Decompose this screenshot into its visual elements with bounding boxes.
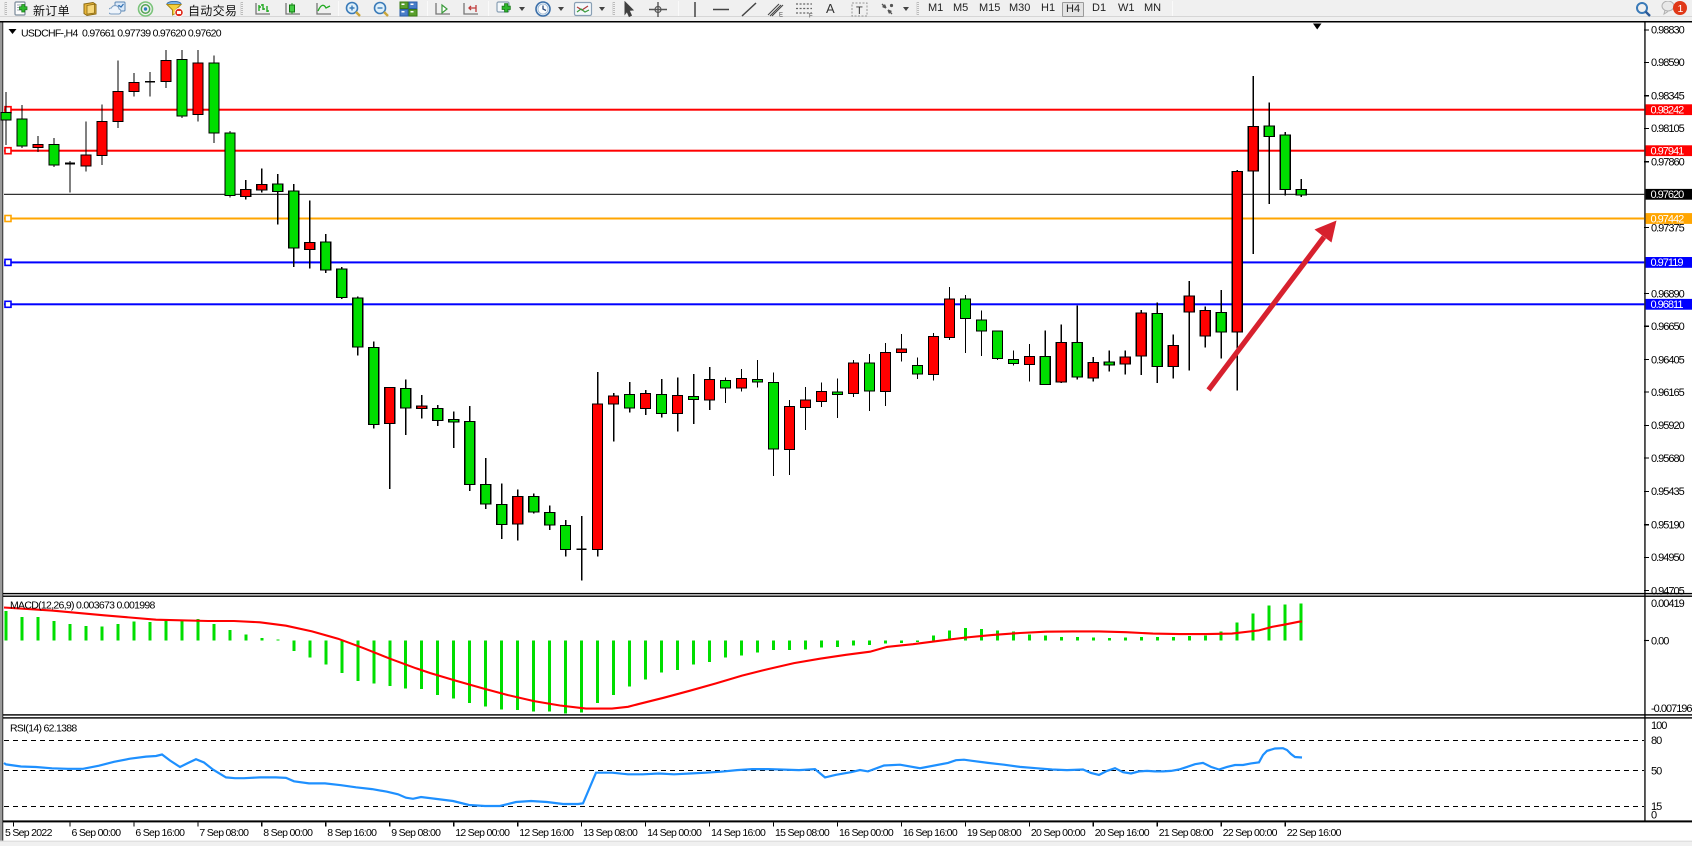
- svg-text:8 Sep 16:00: 8 Sep 16:00: [327, 827, 377, 839]
- svg-text:22 Sep 00:00: 22 Sep 00:00: [1223, 827, 1278, 839]
- svg-text:F: F: [809, 13, 813, 18]
- svg-text:80: 80: [1651, 735, 1662, 747]
- svg-text:0.98830: 0.98830: [1651, 25, 1685, 37]
- svg-text:0.96811: 0.96811: [1651, 299, 1684, 311]
- svg-text:0.98242: 0.98242: [1651, 105, 1685, 117]
- svg-text:0.96650: 0.96650: [1651, 321, 1685, 333]
- svg-text:E: E: [779, 12, 783, 18]
- svg-text:0.98590: 0.98590: [1651, 57, 1685, 69]
- svg-text:RSI(14) 62.1388: RSI(14) 62.1388: [10, 723, 77, 735]
- svg-text:0.96405: 0.96405: [1651, 354, 1685, 366]
- svg-text:0.98345: 0.98345: [1651, 91, 1685, 103]
- svg-text:5 Sep 2022: 5 Sep 2022: [5, 827, 53, 839]
- svg-text:MACD(12,26,9) 0.003673 0.00199: MACD(12,26,9) 0.003673 0.001998: [10, 600, 156, 612]
- svg-text:16 Sep 16:00: 16 Sep 16:00: [903, 827, 958, 839]
- svg-text:0.00: 0.00: [1651, 636, 1669, 648]
- svg-text:16 Sep 00:00: 16 Sep 00:00: [839, 827, 894, 839]
- svg-text:0.94950: 0.94950: [1651, 552, 1685, 564]
- svg-text:12 Sep 00:00: 12 Sep 00:00: [455, 827, 510, 839]
- svg-text:22 Sep 16:00: 22 Sep 16:00: [1287, 827, 1342, 839]
- svg-text:0: 0: [1651, 810, 1657, 822]
- svg-text:0.94705: 0.94705: [1651, 585, 1685, 597]
- svg-text:1: 1: [1678, 3, 1684, 15]
- svg-text:0.97119: 0.97119: [1651, 257, 1684, 269]
- svg-text:0.96890: 0.96890: [1651, 288, 1685, 300]
- svg-text:19 Sep 08:00: 19 Sep 08:00: [967, 827, 1022, 839]
- svg-text:14 Sep 00:00: 14 Sep 00:00: [647, 827, 702, 839]
- svg-text:0.97620: 0.97620: [1651, 189, 1685, 201]
- svg-text:20 Sep 16:00: 20 Sep 16:00: [1095, 827, 1150, 839]
- svg-text:6 Sep 16:00: 6 Sep 16:00: [135, 827, 185, 839]
- svg-text:14 Sep 16:00: 14 Sep 16:00: [711, 827, 766, 839]
- svg-text:0.95435: 0.95435: [1651, 486, 1685, 498]
- svg-text:0.00419: 0.00419: [1651, 598, 1685, 610]
- svg-text:9 Sep 08:00: 9 Sep 08:00: [391, 827, 441, 839]
- svg-text:100: 100: [1651, 720, 1667, 732]
- svg-text:15: 15: [1651, 801, 1662, 813]
- svg-text:7 Sep 08:00: 7 Sep 08:00: [199, 827, 249, 839]
- svg-text:-0.007196: -0.007196: [1651, 703, 1692, 715]
- svg-text:0.95680: 0.95680: [1651, 453, 1685, 465]
- svg-text:20 Sep 00:00: 20 Sep 00:00: [1031, 827, 1086, 839]
- svg-text:0.97860: 0.97860: [1651, 157, 1685, 169]
- svg-text:12 Sep 16:00: 12 Sep 16:00: [519, 827, 574, 839]
- svg-text:15 Sep 08:00: 15 Sep 08:00: [775, 827, 830, 839]
- svg-text:T: T: [856, 5, 863, 17]
- svg-text:0.97442: 0.97442: [1651, 213, 1685, 225]
- svg-text:8 Sep 00:00: 8 Sep 00:00: [263, 827, 313, 839]
- svg-text:6 Sep 00:00: 6 Sep 00:00: [72, 827, 122, 839]
- svg-text:0.95190: 0.95190: [1651, 520, 1685, 532]
- svg-text:0.97375: 0.97375: [1651, 222, 1685, 234]
- svg-text:0.96165: 0.96165: [1651, 387, 1685, 399]
- svg-text:21 Sep 08:00: 21 Sep 08:00: [1159, 827, 1214, 839]
- svg-text:0.98105: 0.98105: [1651, 123, 1685, 135]
- svg-text:50: 50: [1651, 765, 1662, 777]
- svg-text:0.95920: 0.95920: [1651, 420, 1685, 432]
- svg-text:0.97941: 0.97941: [1651, 146, 1685, 158]
- svg-text:USDCHF-,H4 0.97661 0.97739 0.: USDCHF-,H4 0.97661 0.97739 0.97620 0.976…: [21, 28, 222, 40]
- svg-text:13 Sep 08:00: 13 Sep 08:00: [583, 827, 638, 839]
